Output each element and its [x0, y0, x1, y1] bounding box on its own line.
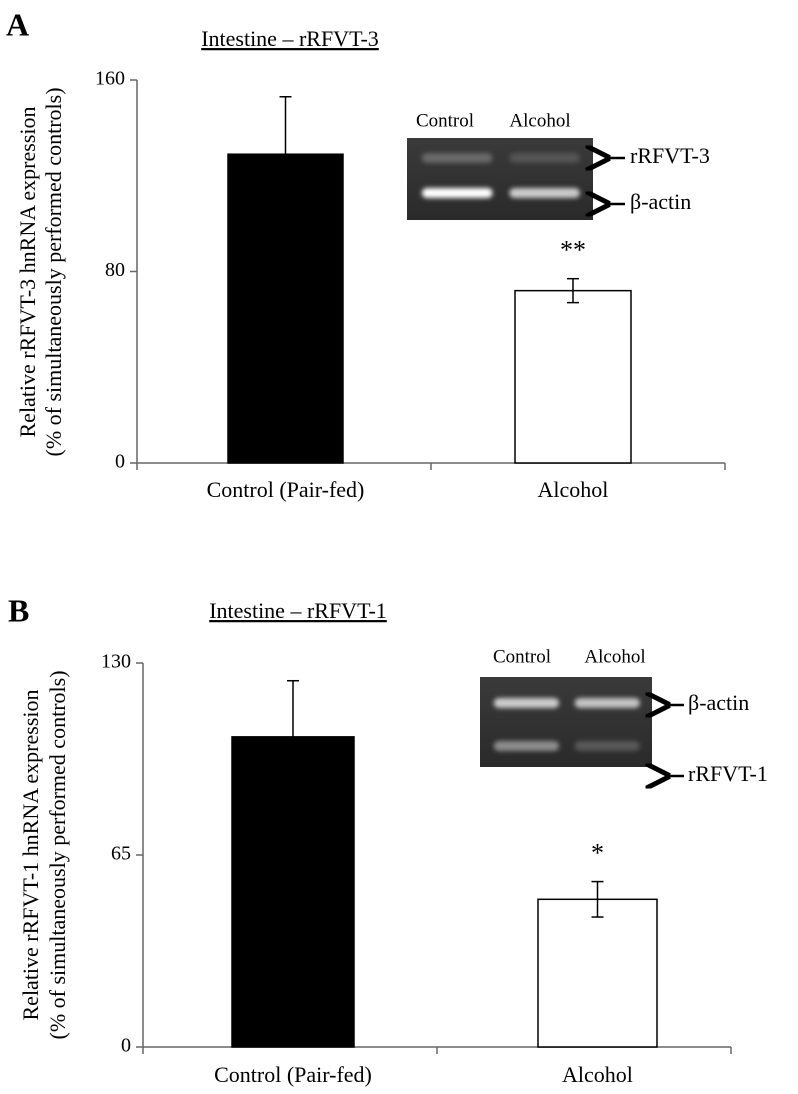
y-tick-label: 65 — [111, 843, 131, 865]
panel-letter: B — [8, 592, 29, 628]
gel-band-label: rRFVT-1 — [688, 761, 768, 786]
gel-band — [493, 698, 560, 708]
y-axis-label: (% of simultaneously performed controls) — [45, 670, 70, 1039]
gel-lane-label: Alcohol — [584, 646, 645, 667]
gel-band — [509, 153, 580, 163]
y-axis-label: Relative rRFVT-1 hnRNA expression — [18, 690, 43, 1021]
bar — [227, 153, 344, 464]
y-axis-label: Relative rRFVT-3 hnRNA expression — [15, 107, 40, 438]
y-tick-label: 160 — [95, 68, 125, 90]
bar — [537, 898, 658, 1048]
gel-image — [407, 138, 593, 220]
chart-title: Intestine – rRFVT-3 — [201, 26, 379, 51]
gel-band — [574, 698, 640, 708]
gel-band — [493, 741, 560, 751]
panel-letter: A — [6, 6, 29, 42]
significance-label: ** — [560, 236, 586, 265]
chart-title: Intestine – rRFVT-1 — [209, 598, 387, 623]
gel-lane-label: Control — [416, 110, 474, 131]
gel-lane-label: Alcohol — [509, 110, 570, 131]
gel-band — [421, 153, 493, 163]
y-tick-label: 0 — [115, 451, 125, 473]
gel-image — [480, 677, 652, 767]
y-tick-label: 80 — [105, 259, 125, 281]
x-tick-label: Control (Pair-fed) — [214, 1062, 372, 1087]
gel-band — [421, 188, 493, 198]
significance-label: * — [591, 839, 604, 868]
y-axis-label: (% of simultaneously performed controls) — [41, 87, 66, 456]
y-tick-label: 0 — [121, 1035, 131, 1057]
x-tick-label: Alcohol — [562, 1062, 633, 1087]
x-tick-label: Alcohol — [538, 477, 609, 502]
gel-lane-label: Control — [493, 646, 551, 667]
gel-band — [574, 741, 640, 751]
y-tick-label: 130 — [101, 651, 131, 673]
bar — [231, 736, 355, 1048]
gel-band-label: β-actin — [688, 690, 749, 715]
gel-band-label: rRFVT-3 — [630, 143, 710, 168]
x-tick-label: Control (Pair-fed) — [207, 477, 365, 502]
gel-band — [509, 188, 580, 198]
bar — [514, 289, 632, 464]
gel-band-label: β-actin — [630, 189, 691, 214]
